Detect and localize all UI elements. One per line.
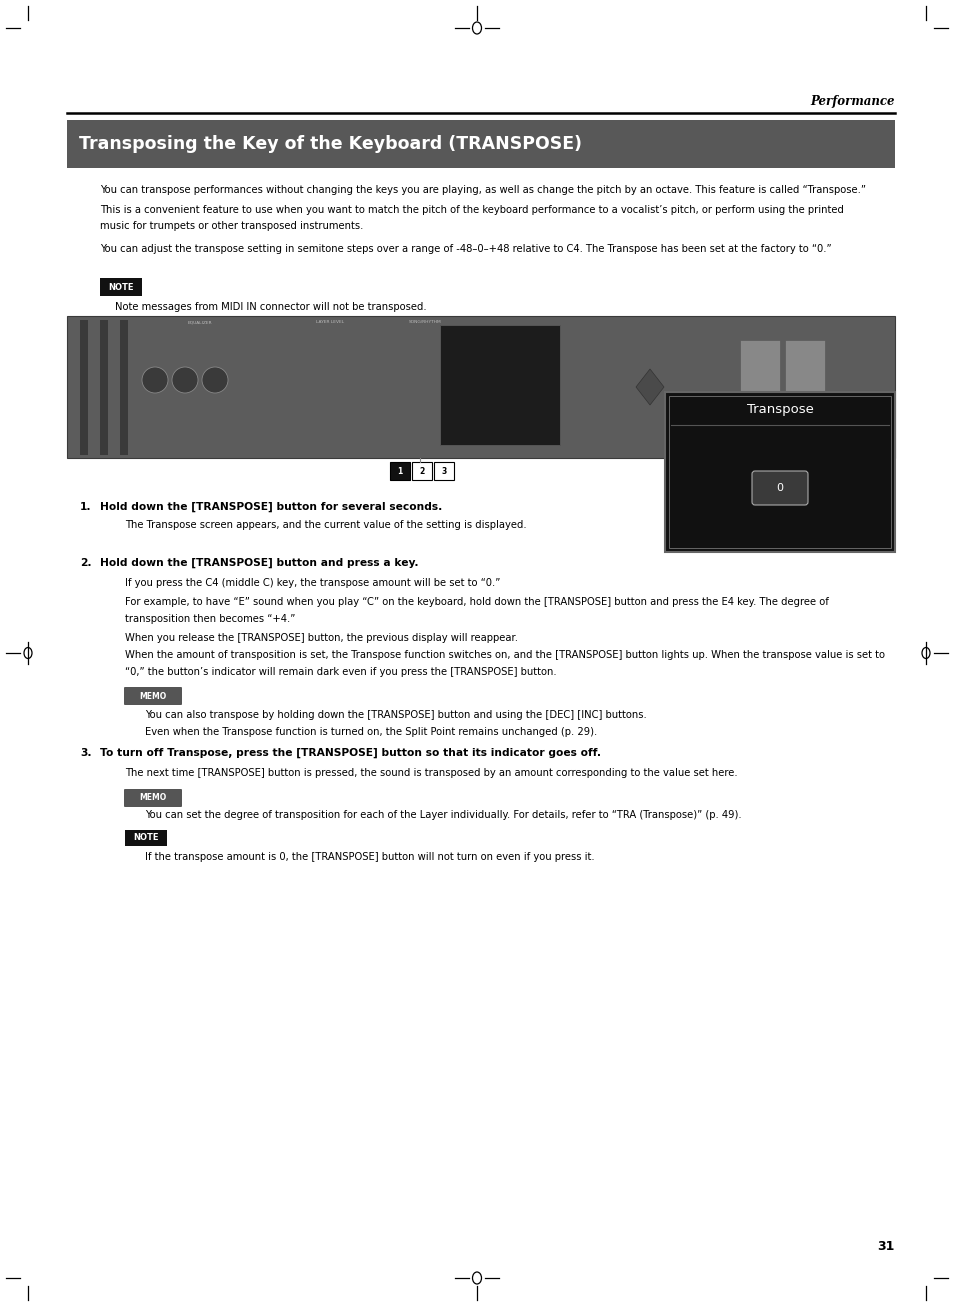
Text: If the transpose amount is 0, the [TRANSPOSE] button will not turn on even if yo: If the transpose amount is 0, the [TRANS… xyxy=(145,852,594,862)
Text: MEMO: MEMO xyxy=(139,691,167,700)
Text: “0,” the button’s indicator will remain dark even if you press the [TRANSPOSE] b: “0,” the button’s indicator will remain … xyxy=(125,667,556,677)
Bar xyxy=(125,831,167,846)
Text: EQUALIZER: EQUALIZER xyxy=(188,320,213,324)
Text: Transpose: Transpose xyxy=(746,404,813,417)
Text: The Transpose screen appears, and the current value of the setting is displayed.: The Transpose screen appears, and the cu… xyxy=(125,520,526,530)
Text: The next time [TRANSPOSE] button is pressed, the sound is transposed by an amoun: The next time [TRANSPOSE] button is pres… xyxy=(125,768,737,778)
Text: You can also transpose by holding down the [TRANSPOSE] button and using the [DEC: You can also transpose by holding down t… xyxy=(145,710,646,720)
Text: Hold down the [TRANSPOSE] button and press a key.: Hold down the [TRANSPOSE] button and pre… xyxy=(100,558,418,568)
Text: Even when the Transpose function is turned on, the Split Point remains unchanged: Even when the Transpose function is turn… xyxy=(145,727,597,737)
Bar xyxy=(412,462,432,481)
Text: 31: 31 xyxy=(877,1239,894,1252)
Bar xyxy=(67,316,894,458)
Text: NOTE: NOTE xyxy=(108,282,133,291)
Text: 2: 2 xyxy=(419,466,424,475)
FancyBboxPatch shape xyxy=(124,789,182,807)
Text: You can adjust the transpose setting in semitone steps over a range of -48–0–+48: You can adjust the transpose setting in … xyxy=(100,244,831,253)
Circle shape xyxy=(172,367,198,393)
Bar xyxy=(740,340,780,440)
Text: MEMO: MEMO xyxy=(139,794,167,802)
Text: 2.: 2. xyxy=(80,558,91,568)
Bar xyxy=(120,320,128,454)
Text: Note messages from MIDI IN connector will not be transposed.: Note messages from MIDI IN connector wil… xyxy=(115,302,426,312)
Bar xyxy=(439,325,559,445)
Text: When the amount of transposition is set, the Transpose function switches on, and: When the amount of transposition is set,… xyxy=(125,650,884,660)
Polygon shape xyxy=(636,370,663,405)
Text: 3: 3 xyxy=(441,466,446,475)
Text: transposition then becomes “+4.”: transposition then becomes “+4.” xyxy=(125,614,295,624)
Bar xyxy=(434,462,454,481)
Text: 0: 0 xyxy=(776,483,782,492)
Text: This is a convenient feature to use when you want to match the pitch of the keyb: This is a convenient feature to use when… xyxy=(100,205,843,215)
Bar xyxy=(100,320,108,454)
Text: 1.: 1. xyxy=(80,502,91,512)
Text: For example, to have “E” sound when you play “C” on the keyboard, hold down the : For example, to have “E” sound when you … xyxy=(125,597,828,607)
Text: To turn off Transpose, press the [TRANSPOSE] button so that its indicator goes o: To turn off Transpose, press the [TRANSP… xyxy=(100,748,600,759)
Text: SONG/RHYTHM: SONG/RHYTHM xyxy=(408,320,441,324)
Text: NOTE: NOTE xyxy=(133,833,158,842)
Circle shape xyxy=(202,367,228,393)
Text: If you press the C4 (middle C) key, the transpose amount will be set to “0.”: If you press the C4 (middle C) key, the … xyxy=(125,579,500,588)
Text: When you release the [TRANSPOSE] button, the previous display will reappear.: When you release the [TRANSPOSE] button,… xyxy=(125,633,517,643)
FancyBboxPatch shape xyxy=(124,687,182,705)
Text: 3.: 3. xyxy=(80,748,91,757)
Text: 1: 1 xyxy=(397,466,402,475)
Text: music for trumpets or other transposed instruments.: music for trumpets or other transposed i… xyxy=(100,221,363,231)
Text: Hold down the [TRANSPOSE] button for several seconds.: Hold down the [TRANSPOSE] button for sev… xyxy=(100,502,442,512)
Bar xyxy=(664,392,894,552)
Text: You can transpose performances without changing the keys you are playing, as wel: You can transpose performances without c… xyxy=(100,185,865,195)
Bar xyxy=(100,278,142,296)
Circle shape xyxy=(142,367,168,393)
Text: You can set the degree of transposition for each of the Layer individually. For : You can set the degree of transposition … xyxy=(145,810,740,820)
Bar xyxy=(668,396,890,549)
Bar xyxy=(67,120,894,168)
Bar xyxy=(784,340,824,440)
FancyBboxPatch shape xyxy=(751,471,807,505)
Bar xyxy=(80,320,88,454)
Text: Transposing the Key of the Keyboard (TRANSPOSE): Transposing the Key of the Keyboard (TRA… xyxy=(79,135,581,153)
Text: LAYER LEVEL: LAYER LEVEL xyxy=(315,320,344,324)
Text: Performance: Performance xyxy=(810,95,894,108)
Bar xyxy=(390,462,410,481)
